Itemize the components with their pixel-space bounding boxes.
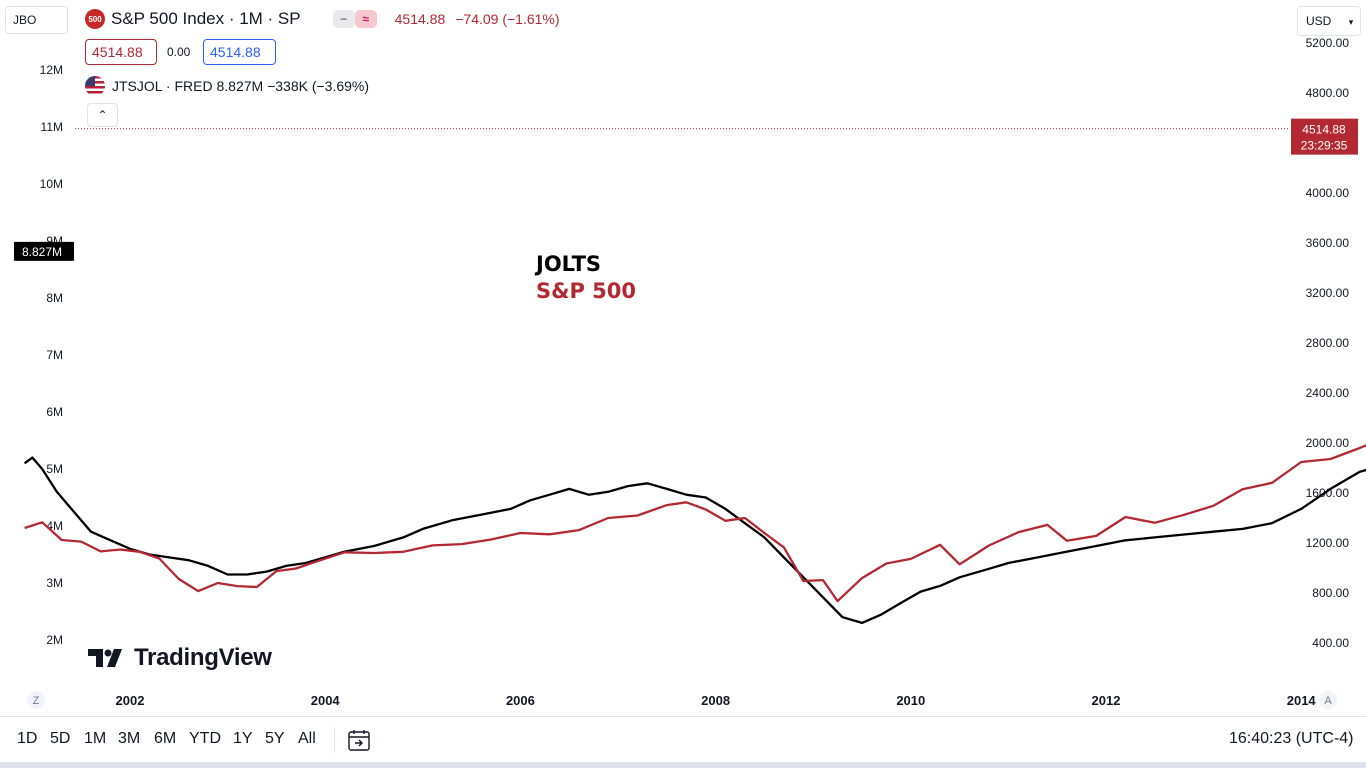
main-symbol-title[interactable]: S&P 500 Index · 1M · SP xyxy=(111,9,301,28)
main-series-legend[interactable]: 500 S&P 500 Index · 1M · SP − ≈ 4514.88 … xyxy=(85,7,560,31)
chevron-down-icon: ▾ xyxy=(1348,17,1354,27)
series-layer xyxy=(23,444,1366,625)
right-axis-tick-label: 1200.00 xyxy=(1306,536,1350,550)
data-delayed-icon[interactable]: ≈ xyxy=(354,10,377,28)
jolts-legend-text: JTSJOL · FRED 8.827M −338K (−3.69%) xyxy=(112,78,370,94)
right-axis-tick-label: 400.00 xyxy=(1312,636,1349,650)
tradingview-logo-text: TradingView xyxy=(134,644,272,671)
timeframe-button-5d[interactable]: 5D xyxy=(50,730,71,747)
left-axis-tick-label: 6M xyxy=(46,405,63,419)
timeframe-button-6m[interactable]: 6M xyxy=(154,730,177,747)
main-last-price: 4514.88 xyxy=(394,11,446,27)
annotation-sp500: S&P 500 xyxy=(536,279,636,303)
timeframe-button-all[interactable]: All xyxy=(298,730,316,747)
log-scale-toggle-bg xyxy=(27,691,45,709)
buy-button[interactable]: 4514.88 xyxy=(203,39,276,65)
time-axis-tick-label: 2004 xyxy=(311,693,341,708)
collapse-legend-button[interactable]: ⌃ xyxy=(87,103,118,127)
timeframe-button-3m[interactable]: 3M xyxy=(118,730,141,747)
spread-value: 0.00 xyxy=(167,45,191,59)
timeframe-button-5y[interactable]: 5Y xyxy=(265,730,285,747)
timeframe-button-1y[interactable]: 1Y xyxy=(233,730,253,747)
tradingview-logo-icon xyxy=(88,649,122,667)
left-axis-tick-label: 2M xyxy=(46,633,63,647)
left-axis-tick-label: 10M xyxy=(40,177,63,191)
left-axis-tick-label: 7M xyxy=(46,348,63,362)
right-axis-tick-label: 4800.00 xyxy=(1306,86,1350,100)
left-axis-tick-label: 11M xyxy=(41,120,63,134)
left-axis-tick-label: 12M xyxy=(40,63,63,77)
countdown-label: 23:29:35 xyxy=(1301,139,1348,153)
series-line-jolts xyxy=(23,456,1366,625)
time-axis-tick-label: 2014 xyxy=(1287,693,1317,708)
jolts-last-label-bg xyxy=(14,241,74,261)
time-axis-tick-label: 2002 xyxy=(116,693,145,708)
right-axis-tick-label: 4000.00 xyxy=(1306,186,1350,200)
last-price-label-bg xyxy=(1291,118,1358,155)
jolts-last-label: 8.827M xyxy=(22,245,62,259)
market-status-icon[interactable]: − xyxy=(332,10,355,28)
jolts-series-legend[interactable]: JTSJOL · FRED 8.827M −338K (−3.69%) xyxy=(85,76,369,96)
calendar-goto-icon xyxy=(348,730,370,751)
log-scale-toggle-label: Z xyxy=(33,695,40,707)
time-axis-tick-label: 2008 xyxy=(701,693,730,708)
left-axis-tick-label: 8M xyxy=(46,291,63,305)
sell-button[interactable]: 4514.88 xyxy=(85,39,157,65)
go-to-date-button[interactable] xyxy=(347,728,371,757)
auto-scale-toggle[interactable]: A xyxy=(1319,691,1337,709)
right-axis-tick-label: 800.00 xyxy=(1312,586,1349,600)
auto-scale-toggle-bg xyxy=(1319,691,1337,709)
time-axis[interactable]: 2002200420062008201020122014201620182020… xyxy=(27,691,1366,709)
log-scale-toggle[interactable]: Z xyxy=(27,691,45,709)
right-axis-tick-label: 1600.00 xyxy=(1306,486,1350,500)
symbol-search-input[interactable]: JBO xyxy=(5,6,68,34)
chart-annotations: JOLTS S&P 500 xyxy=(534,252,636,303)
right-axis-tick-label: 2400.00 xyxy=(1306,386,1350,400)
timeframe-button-ytd[interactable]: YTD xyxy=(189,730,221,747)
right-axis-tick-label: 3600.00 xyxy=(1306,236,1350,250)
main-change: −74.09 (−1.61%) xyxy=(455,11,560,27)
sp500-logo-icon: 500 xyxy=(85,9,105,29)
time-axis-tick-label: 2012 xyxy=(1092,693,1121,708)
timeframe-button-1m[interactable]: 1M xyxy=(84,730,107,747)
time-axis-tick-label: 2010 xyxy=(896,693,925,708)
right-axis-tick-label: 5200.00 xyxy=(1306,36,1350,50)
left-axis-tick-label: 4M xyxy=(46,519,63,533)
timezone-clock[interactable]: 16:40:23 (UTC-4) xyxy=(1229,730,1354,747)
bottom-toolbar-divider xyxy=(0,716,1366,717)
toolbar-separator xyxy=(334,727,335,753)
annotation-jolts: JOLTS xyxy=(534,252,601,276)
series-line-sp500 xyxy=(24,444,1366,603)
right-axis-tick-label: 3200.00 xyxy=(1306,286,1350,300)
right-axis-tick-label: 2000.00 xyxy=(1306,436,1350,450)
right-axis-tick-label: 2800.00 xyxy=(1306,336,1350,350)
timeframe-button-1d[interactable]: 1D xyxy=(17,730,38,747)
time-axis-tick-label: 2006 xyxy=(506,693,535,708)
bottom-edge-strip xyxy=(0,762,1366,768)
currency-selector[interactable]: USD ▾ xyxy=(1297,6,1361,36)
chevron-up-icon: ⌃ xyxy=(97,108,108,122)
left-axis-tick-label: 3M xyxy=(46,576,63,590)
axis-labels-layer: 4514.88 23:29:35 8.827M xyxy=(14,118,1358,261)
currency-label: USD xyxy=(1306,14,1332,28)
last-price-label: 4514.88 xyxy=(1302,123,1346,137)
left-axis-tick-label: 5M xyxy=(46,462,63,476)
tradingview-logo[interactable]: TradingView xyxy=(88,644,272,672)
auto-scale-toggle-label: A xyxy=(1324,695,1332,707)
us-flag-icon xyxy=(85,76,105,96)
